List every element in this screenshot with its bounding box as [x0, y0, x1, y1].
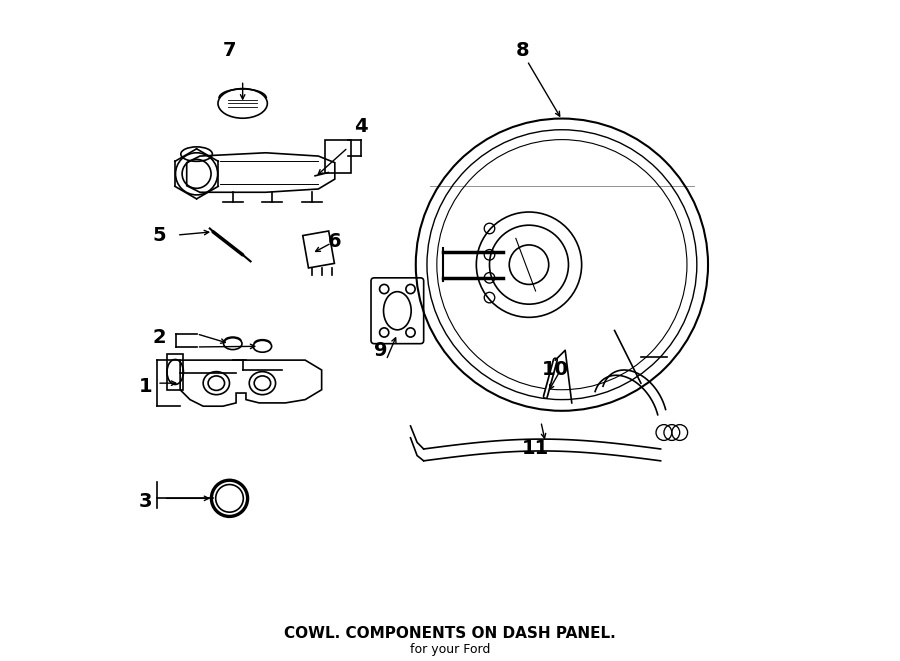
- PathPatch shape: [180, 360, 321, 407]
- PathPatch shape: [186, 153, 335, 192]
- Bar: [302, 231, 335, 268]
- Text: 5: 5: [152, 225, 166, 245]
- Text: 8: 8: [516, 41, 529, 60]
- Text: 4: 4: [355, 117, 368, 136]
- Text: 9: 9: [374, 341, 388, 360]
- Text: for your Ford: for your Ford: [410, 643, 490, 656]
- Text: 2: 2: [152, 328, 166, 346]
- Text: COWL. COMPONENTS ON DASH PANEL.: COWL. COMPONENTS ON DASH PANEL.: [284, 626, 616, 641]
- Text: 10: 10: [542, 360, 569, 379]
- Text: 11: 11: [522, 440, 549, 459]
- Text: 1: 1: [140, 377, 153, 396]
- Bar: [167, 354, 184, 390]
- Text: 7: 7: [222, 41, 236, 60]
- Text: 6: 6: [328, 232, 342, 251]
- Text: 3: 3: [140, 492, 153, 511]
- Bar: [325, 139, 351, 173]
